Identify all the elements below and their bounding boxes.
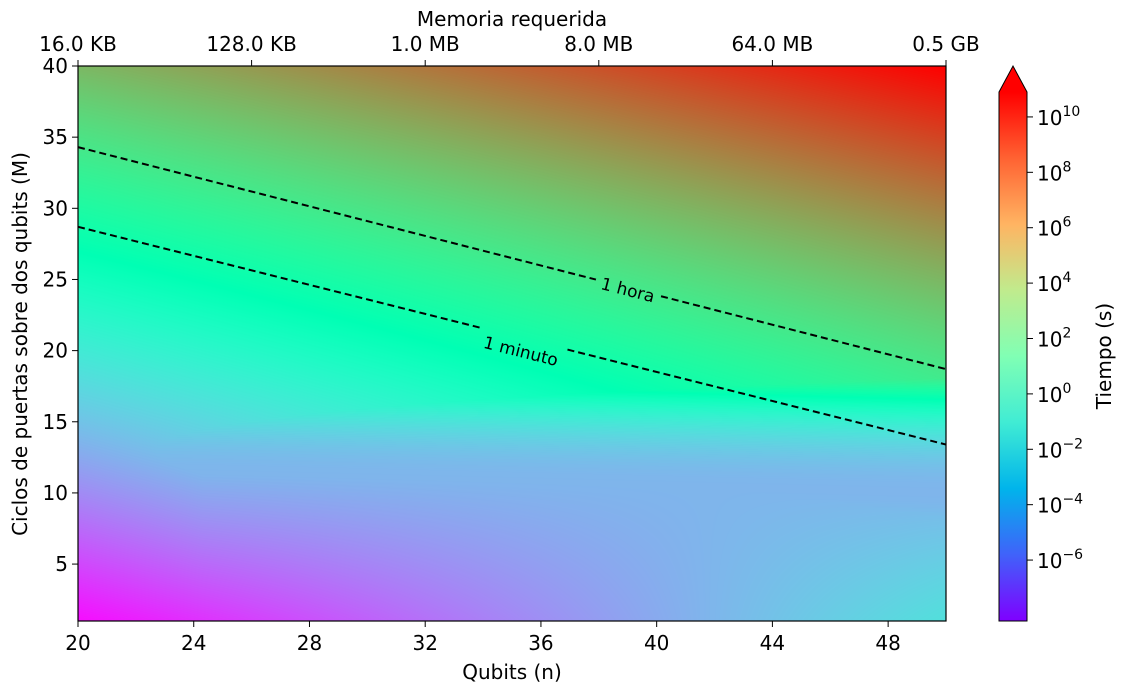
contour-line-0-b bbox=[660, 295, 947, 371]
colorbar bbox=[999, 92, 1027, 621]
x-axis-label: Qubits (n) bbox=[462, 660, 562, 684]
colorbar-tick-label: 10−6 bbox=[1037, 547, 1083, 573]
top-axis-ticks: 16.0 KB 128.0 KB 1.0 MB 8.0 MB 64.0 MB 0.5 GB bbox=[39, 32, 980, 66]
x-tick-label: 44 bbox=[760, 631, 785, 655]
plot-frame bbox=[77, 65, 947, 622]
x-tick-label: 32 bbox=[412, 631, 437, 655]
contour-line-1-a bbox=[77, 225, 481, 329]
x-tick-label: 24 bbox=[181, 631, 206, 655]
x-tick-label: 48 bbox=[875, 631, 900, 655]
x-tick-label: 40 bbox=[644, 631, 669, 655]
x-tick-label: 36 bbox=[528, 631, 553, 655]
y-tick-label: 15 bbox=[43, 410, 68, 434]
heatmap-field bbox=[78, 66, 946, 621]
top-tick-label: 128.0 KB bbox=[206, 32, 296, 56]
contour-line-0-a bbox=[77, 146, 597, 281]
top-tick-label: 64.0 MB bbox=[731, 32, 813, 56]
top-axis-label: Memoria requerida bbox=[417, 7, 607, 31]
x-tick-label: 28 bbox=[297, 631, 322, 655]
top-tick-label: 8.0 MB bbox=[564, 32, 633, 56]
colorbar-frame bbox=[998, 64, 1028, 622]
y-axis-label: Ciclos de puertas sobre dos qubits (M) bbox=[8, 152, 32, 536]
top-tick-label: 16.0 KB bbox=[39, 32, 117, 56]
contour-line-1-b bbox=[567, 348, 947, 446]
colorbar-tick-label: 102 bbox=[1037, 325, 1071, 351]
colorbar-tick-label: 1010 bbox=[1037, 104, 1080, 130]
top-tick-label: 0.5 GB bbox=[912, 32, 979, 56]
y-tick-label: 35 bbox=[43, 125, 68, 149]
colorbar-tick-label: 100 bbox=[1037, 381, 1071, 407]
y-axis-ticks: 5 10 15 20 25 30 35 40 bbox=[43, 54, 78, 576]
colorbar-tick-label: 108 bbox=[1037, 159, 1071, 185]
top-tick-label: 1.0 MB bbox=[391, 32, 460, 56]
colorbar-label: Tiempo (s) bbox=[1092, 303, 1116, 410]
colorbar-tick-label: 10−2 bbox=[1037, 436, 1083, 462]
colorbar-ticks: 10−6 10−4 10−2 100 102 104 106 108 1010 bbox=[1027, 104, 1083, 573]
x-tick-label: 20 bbox=[65, 631, 90, 655]
y-tick-label: 25 bbox=[43, 267, 68, 291]
colorbar-tick-label: 104 bbox=[1037, 270, 1071, 296]
y-tick-label: 30 bbox=[43, 196, 68, 220]
y-tick-label: 10 bbox=[43, 481, 68, 505]
colorbar-extend-arrow bbox=[999, 66, 1027, 92]
y-tick-label: 40 bbox=[43, 54, 68, 78]
x-axis-ticks: 20 24 28 32 36 40 44 48 bbox=[65, 621, 901, 655]
colorbar-tick-label: 10−4 bbox=[1037, 492, 1083, 518]
y-tick-label: 20 bbox=[43, 339, 68, 363]
y-tick-label: 5 bbox=[55, 552, 68, 576]
colorbar-tick-label: 106 bbox=[1037, 215, 1071, 241]
